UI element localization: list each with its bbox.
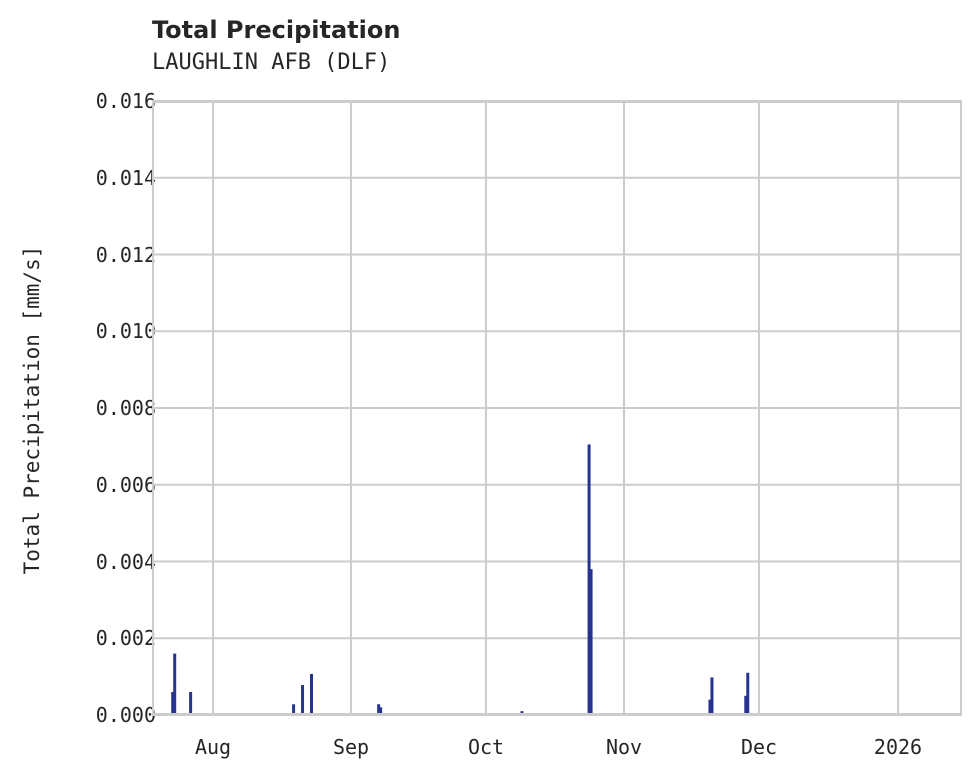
precip-bar <box>710 677 714 715</box>
precip-bar <box>746 672 750 715</box>
y-tick-label: 0.002 <box>95 626 156 651</box>
precip-bar <box>309 673 313 715</box>
x-tick-label: Nov <box>605 735 643 759</box>
precip-bar <box>171 691 175 715</box>
chart-subtitle: LAUGHLIN AFB (DLF) <box>152 50 391 75</box>
y-tick-label: 0.016 <box>95 89 156 113</box>
x-tick-label: Dec <box>740 735 778 759</box>
x-tick-label: 2026 <box>873 735 923 759</box>
y-tick-label: 0.014 <box>95 165 156 190</box>
precip-bar <box>744 695 748 715</box>
y-tick-label: 0.006 <box>95 472 156 497</box>
x-tick-label: Oct <box>467 735 505 759</box>
precip-bar <box>379 707 383 715</box>
precip-bar <box>587 444 591 715</box>
y-tick-label: 0.008 <box>95 396 156 420</box>
y-tick-label: 0.012 <box>95 242 156 267</box>
x-tick-label: Sep <box>332 735 370 759</box>
x-tick-label: Aug <box>194 735 232 759</box>
precip-bar <box>292 704 296 715</box>
y-tick-label: 0.004 <box>95 549 156 574</box>
y-tick-label: 0.000 <box>95 703 156 727</box>
plot-area <box>152 101 962 715</box>
precip-bar <box>173 653 177 715</box>
chart-title: Total Precipitation <box>152 16 401 44</box>
precip-bar <box>377 704 381 715</box>
precip-bar <box>301 685 305 715</box>
y-tick-label: 0.010 <box>95 319 156 344</box>
precip-bar <box>708 699 712 715</box>
precip-bar <box>189 691 193 715</box>
precip-bar <box>589 569 593 715</box>
